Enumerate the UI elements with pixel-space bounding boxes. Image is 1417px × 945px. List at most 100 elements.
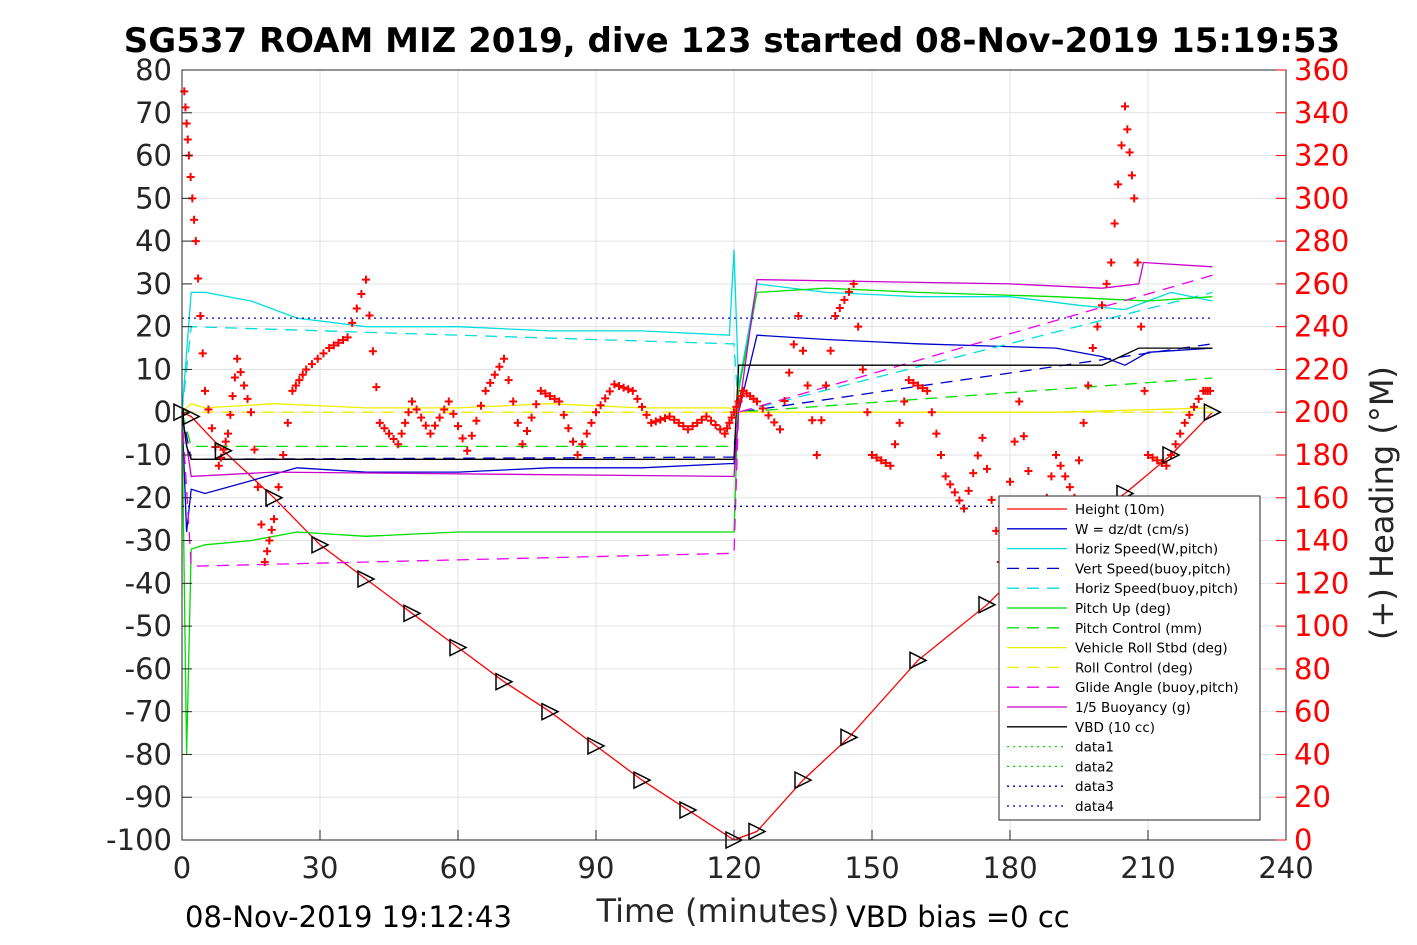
heading-marker [357,290,366,299]
y-tick-label: 60 [135,139,172,173]
y-tick-label: -100 [106,823,172,857]
heading-marker [191,237,200,246]
heading-marker [1123,125,1132,134]
heading-marker [454,422,462,431]
heading-marker [1052,451,1060,459]
heading-marker [826,346,835,355]
heading-marker [190,215,199,224]
heading-marker [716,425,725,434]
heading-marker [835,303,844,312]
heading-marker [394,440,403,449]
heading-marker [1130,194,1139,203]
heading-marker [1079,418,1088,427]
heading-marker [1024,467,1033,476]
heading-marker [1125,148,1134,157]
heading-marker [785,368,794,377]
heading-marker [536,386,545,395]
legend-label: Vert Speed(buoy,pitch) [1075,561,1231,577]
heading-marker [472,416,481,425]
heading-marker [1061,472,1070,481]
heading-marker [426,429,435,438]
heading-marker [794,311,803,320]
y-right-tick-label: 360 [1294,53,1349,87]
depth-marker [978,595,997,614]
heading-marker [1144,451,1152,459]
heading-marker [267,525,276,534]
heading-marker [803,381,812,390]
heading-marker [1019,432,1028,441]
heading-marker [605,387,614,396]
x-tick-label: 60 [440,851,477,885]
heading-marker [661,414,669,423]
heading-marker [693,418,702,427]
heading-marker [313,354,322,363]
heading-marker [204,405,213,414]
heading-marker [619,383,628,392]
heading-marker [914,381,922,390]
heading-marker [808,416,817,425]
y-right-tick-label: 280 [1294,224,1349,258]
legend-label: data4 [1075,799,1114,815]
heading-marker [587,418,596,427]
heading-marker [247,408,255,417]
heading-marker [647,418,656,427]
legend-label: Pitch Up (deg) [1075,601,1171,617]
series-pitch-control-mm [181,377,1213,448]
heading-marker [723,424,732,433]
heading-marker [849,279,858,288]
x-tick-label: 240 [1258,851,1313,885]
heading-marker [707,416,715,425]
heading-marker [194,274,203,283]
heading-marker [688,422,697,431]
y-tick-label: -60 [125,652,172,686]
heading-marker [596,401,605,410]
series-horiz-speed-w-pitch [181,249,1213,413]
heading-marker [955,496,964,505]
depth-marker [449,638,468,657]
heading-marker [1133,258,1142,267]
heading-marker [900,397,909,406]
heading-marker [946,480,955,489]
depth-marker [1162,445,1181,465]
y-right-tick-label: 100 [1294,609,1349,643]
depth-marker [403,604,422,623]
heading-marker [270,515,278,524]
heading-marker [253,483,262,492]
heading-marker [799,346,807,355]
heading-marker [201,386,209,395]
heading-marker [329,341,338,350]
heading-marker [214,461,223,470]
heading-marker [1167,451,1175,459]
heading-marker [950,488,959,497]
y-right-tick-label: 40 [1294,737,1331,771]
heading-marker [732,402,741,411]
heading-marker [895,418,904,427]
heading-marker [236,368,245,377]
heading-marker [181,103,190,112]
heading-marker [504,376,513,385]
heading-marker [909,378,918,387]
heading-marker [964,486,973,495]
heading-marker [638,402,646,411]
y-axis-right: 3603403203002802602402202001801601401201… [1276,53,1349,857]
heading-marker [1121,102,1129,111]
heading-marker [226,410,235,419]
heading-marker [298,370,307,379]
heading-marker [1171,440,1180,449]
heading-marker [477,401,485,410]
heading-marker [1084,381,1093,390]
legend-label: Horiz Speed(W,pitch) [1075,542,1218,558]
depth-marker [214,441,234,460]
heading-marker [1153,456,1162,465]
heading-marker [1148,453,1157,462]
heading-marker [753,397,761,406]
heading-marker [932,429,941,438]
series-vbd-10-cc [181,347,1213,460]
depth-marker [748,822,767,841]
heading-marker [481,386,490,395]
heading-marker [891,440,899,449]
heading-marker [532,400,541,409]
legend-label: W = dz/dt (cm/s) [1075,522,1189,538]
heading-marker [780,396,789,405]
heading-marker [881,459,890,468]
